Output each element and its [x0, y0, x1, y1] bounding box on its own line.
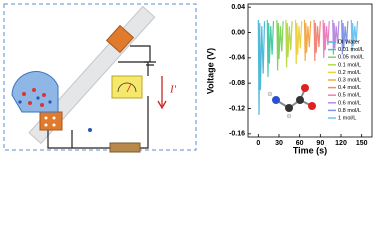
series-line [303, 19, 312, 62]
series-line [294, 19, 303, 65]
page: I' Voltage (V) Time (s) 0.04 0.00 -0.04 -0.… [3, 3, 373, 156]
wires [47, 61, 149, 149]
y-tick-label: -0.16 [229, 131, 245, 138]
series-line [266, 19, 275, 77]
electrode-top [105, 24, 135, 54]
legend-label: 0.01 mol/L [338, 47, 364, 53]
ions-neg [18, 96, 92, 132]
current-label: I' [169, 84, 177, 96]
y-tick-label: -0.04 [229, 55, 245, 62]
series-line [332, 19, 340, 55]
legend-label: 1 mol/L [338, 115, 356, 121]
electrode-bottom [39, 111, 63, 131]
resistor [109, 142, 141, 153]
series-line [257, 19, 266, 115]
legend-label: 0.3 mol/L [338, 77, 361, 83]
legend-label: 0.05 mol/L [338, 55, 364, 61]
figure: I' Voltage (V) Time (s) 0.04 0.00 -0.04 -0.… [3, 3, 373, 155]
x-tick-label: 150 [356, 140, 368, 147]
series-line [276, 19, 284, 71]
voltmeter [111, 75, 143, 99]
molecule [267, 84, 316, 119]
legend-label: 0.6 mol/L [338, 100, 361, 106]
legend-label: DI Water [338, 39, 360, 45]
y-tick-label: 0.04 [231, 4, 245, 11]
ions [22, 88, 46, 107]
x-tick-label: 120 [335, 140, 347, 147]
plot-frame [247, 3, 373, 138]
series-line [322, 19, 330, 58]
y-tick-label: -0.08 [229, 80, 245, 87]
chart: Voltage (V) Time (s) 0.04 0.00 -0.04 -0.08 -… [205, 3, 373, 155]
series-line [350, 19, 359, 52]
y-tick-label: 0.00 [231, 29, 245, 36]
series-line [341, 19, 349, 55]
ground [130, 45, 156, 66]
legend-label: 0.8 mol/L [338, 108, 361, 114]
legend-label: 0.5 mol/L [338, 93, 361, 99]
legend-label: 0.1 mol/L [338, 62, 361, 68]
legend-label: 0.4 mol/L [338, 85, 361, 91]
droplet [11, 71, 59, 113]
x-tick-label: 0 [256, 140, 260, 147]
x-tick-label: 30 [275, 140, 283, 147]
x-axis-label: Time (s) [293, 145, 327, 155]
x-tick-label: 60 [296, 140, 304, 147]
y-axis-label: Voltage (V) [205, 48, 215, 94]
legend-label: 0.2 mol/L [338, 70, 361, 76]
x-tick-label: 90 [316, 140, 324, 147]
y-tick-label: -0.12 [229, 105, 245, 112]
series-line [313, 19, 321, 62]
series-line [285, 19, 293, 68]
schematic: I' [3, 3, 197, 153]
frame [3, 3, 197, 151]
